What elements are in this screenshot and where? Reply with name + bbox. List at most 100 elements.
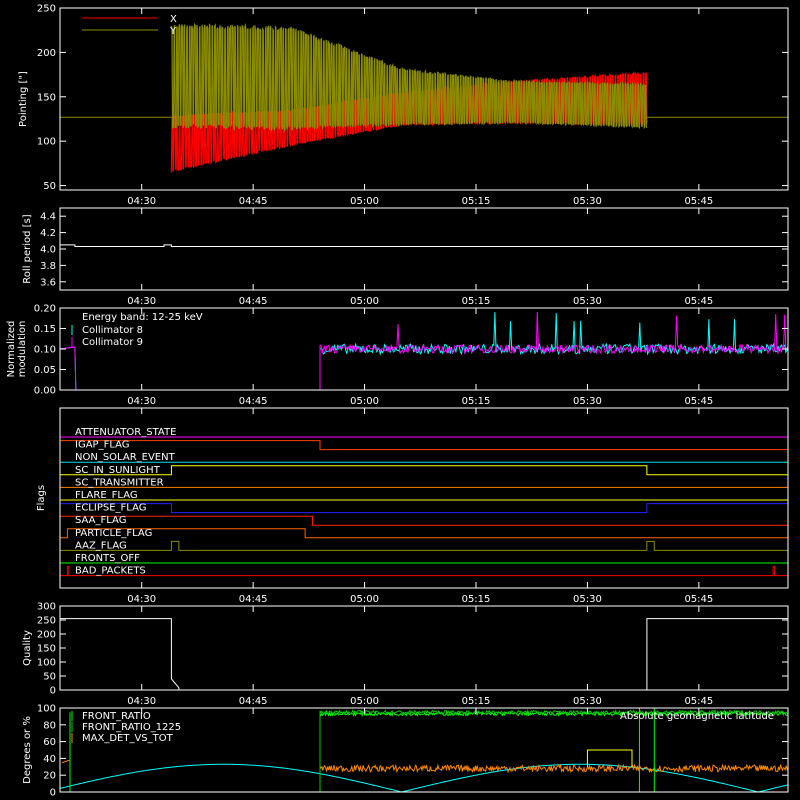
flag-label: AAZ_FLAG — [75, 540, 127, 551]
y-axis-label: Quality — [22, 630, 33, 666]
y-tick-label: 200 — [37, 48, 56, 59]
y-tick-label: 0.05 — [34, 365, 56, 376]
y-tick-label: 60 — [43, 737, 56, 748]
flag-label: BAD_PACKETS — [75, 566, 146, 577]
y-tick-label: 100 — [37, 704, 56, 715]
legend-entry: X — [170, 14, 177, 25]
x-tick-label: 05:00 — [350, 196, 379, 207]
x-tick-label: 05:30 — [573, 296, 602, 307]
flag-line — [59, 515, 788, 526]
flag-label: FLARE_FLAG — [75, 490, 138, 501]
x-tick-label: 05:15 — [462, 296, 491, 307]
flag-label: SC_IN_SUNLIGHT — [75, 465, 161, 476]
y-tick-label: 100 — [37, 658, 56, 669]
y-tick-label: 0.00 — [34, 386, 56, 397]
ratio-series-line — [319, 708, 788, 792]
y-tick-label: 3.6 — [40, 277, 56, 288]
y-tick-label: 250 — [37, 4, 56, 15]
x-tick-label: 05:15 — [462, 196, 491, 207]
y-tick-label: 80 — [43, 720, 56, 731]
panel-frame — [59, 707, 789, 793]
panel-frame — [59, 207, 789, 291]
x-tick-label: 04:45 — [239, 594, 268, 605]
y-tick-label: 40 — [43, 754, 56, 765]
y-tick-label: 100 — [37, 137, 56, 148]
x-tick-label: 04:30 — [127, 296, 156, 307]
x-tick-label: 04:45 — [239, 696, 268, 707]
x-tick-label: 05:45 — [684, 594, 713, 605]
quality-line — [60, 618, 788, 691]
y-axis-label: Flags — [36, 485, 47, 511]
x-tick-label: 04:45 — [239, 396, 268, 407]
yellow-segment-line — [586, 749, 633, 767]
y-tick-label: 200 — [37, 630, 56, 641]
flag-label: ECLIPSE_FLAG — [75, 503, 146, 514]
legend-entry: Collimator 8 — [82, 325, 143, 336]
flag-line — [60, 465, 788, 476]
legend-entry: MAX_DET_VS_TOT — [82, 733, 174, 744]
x-tick-label: 05:15 — [462, 396, 491, 407]
y-tick-label: 4.0 — [40, 245, 56, 256]
ratio-series-line — [61, 759, 71, 764]
series-collimator-line — [59, 312, 789, 391]
x-tick-label: 05:30 — [573, 196, 602, 207]
y-tick-label: 0 — [50, 788, 56, 799]
y-tick-label: 0.10 — [34, 345, 56, 356]
y-axis-label: Roll period [s] — [22, 214, 33, 283]
x-tick-label: 05:45 — [684, 196, 713, 207]
x-tick-label: 05:15 — [462, 696, 491, 707]
ratio-series-line — [319, 710, 789, 792]
x-tick-label: 05:45 — [684, 396, 713, 407]
x-tick-label: 05:45 — [684, 296, 713, 307]
x-tick-label: 05:00 — [350, 396, 379, 407]
legend-entry: Collimator 9 — [82, 337, 143, 348]
y-tick-label: 4.4 — [40, 212, 56, 223]
x-tick-label: 05:30 — [573, 594, 602, 605]
flag-line — [59, 503, 789, 514]
y-tick-label: 4.2 — [40, 228, 56, 239]
flag-line — [59, 440, 788, 451]
y-tick-label: 20 — [43, 771, 56, 782]
legend-entry: FRONT_RATIO — [82, 711, 151, 722]
x-tick-label: 05:30 — [573, 396, 602, 407]
flag-line — [60, 540, 788, 551]
flag-label: IGAP_FLAG — [75, 440, 130, 451]
y-tick-label: 150 — [37, 92, 56, 103]
flag-line — [60, 566, 788, 577]
x-tick-label: 05:45 — [684, 696, 713, 707]
panel-frame — [59, 7, 789, 191]
y-axis-label: Degrees or % — [22, 716, 33, 784]
x-tick-label: 05:00 — [350, 594, 379, 605]
x-tick-label: 05:00 — [350, 296, 379, 307]
x-tick-label: 04:30 — [127, 696, 156, 707]
y-tick-label: 0.20 — [34, 304, 56, 315]
flag-line — [60, 528, 788, 539]
x-tick-label: 05:00 — [350, 696, 379, 707]
flag-label: FRONTS_OFF — [75, 553, 140, 564]
legend-entry: Y — [169, 26, 177, 37]
flag-label: SAA_FLAG — [75, 515, 126, 526]
latitude-annotation: Absolute geomagnetic latitude — [620, 711, 774, 722]
ratio-series-line — [319, 763, 789, 792]
y-axis-label: Normalized — [6, 321, 17, 378]
y-tick-label: 150 — [37, 644, 56, 655]
flag-label: ATTENUATOR_STATE — [75, 427, 176, 438]
flag-label: SC_TRANSMITTER — [75, 477, 164, 488]
panel-frame — [59, 407, 789, 589]
x-tick-label: 04:30 — [127, 396, 156, 407]
y-tick-label: 250 — [37, 616, 56, 627]
energy-band-annotation: Energy band: 12-25 keV — [82, 312, 203, 323]
series-y-line — [170, 22, 648, 132]
x-tick-label: 05:15 — [462, 594, 491, 605]
legend-entry: FRONT_RATIO_1225 — [82, 722, 181, 733]
y-axis-label: Pointing ["] — [18, 71, 29, 127]
series-collimator-line — [59, 311, 789, 391]
y-axis-label: modulation — [17, 321, 28, 378]
flag-label: PARTICLE_FLAG — [75, 528, 152, 539]
y-tick-label: 0 — [50, 686, 56, 697]
y-tick-label: 50 — [43, 181, 56, 192]
x-tick-label: 04:30 — [127, 594, 156, 605]
y-tick-label: 0.15 — [34, 324, 56, 335]
latitude-curve — [59, 763, 789, 793]
